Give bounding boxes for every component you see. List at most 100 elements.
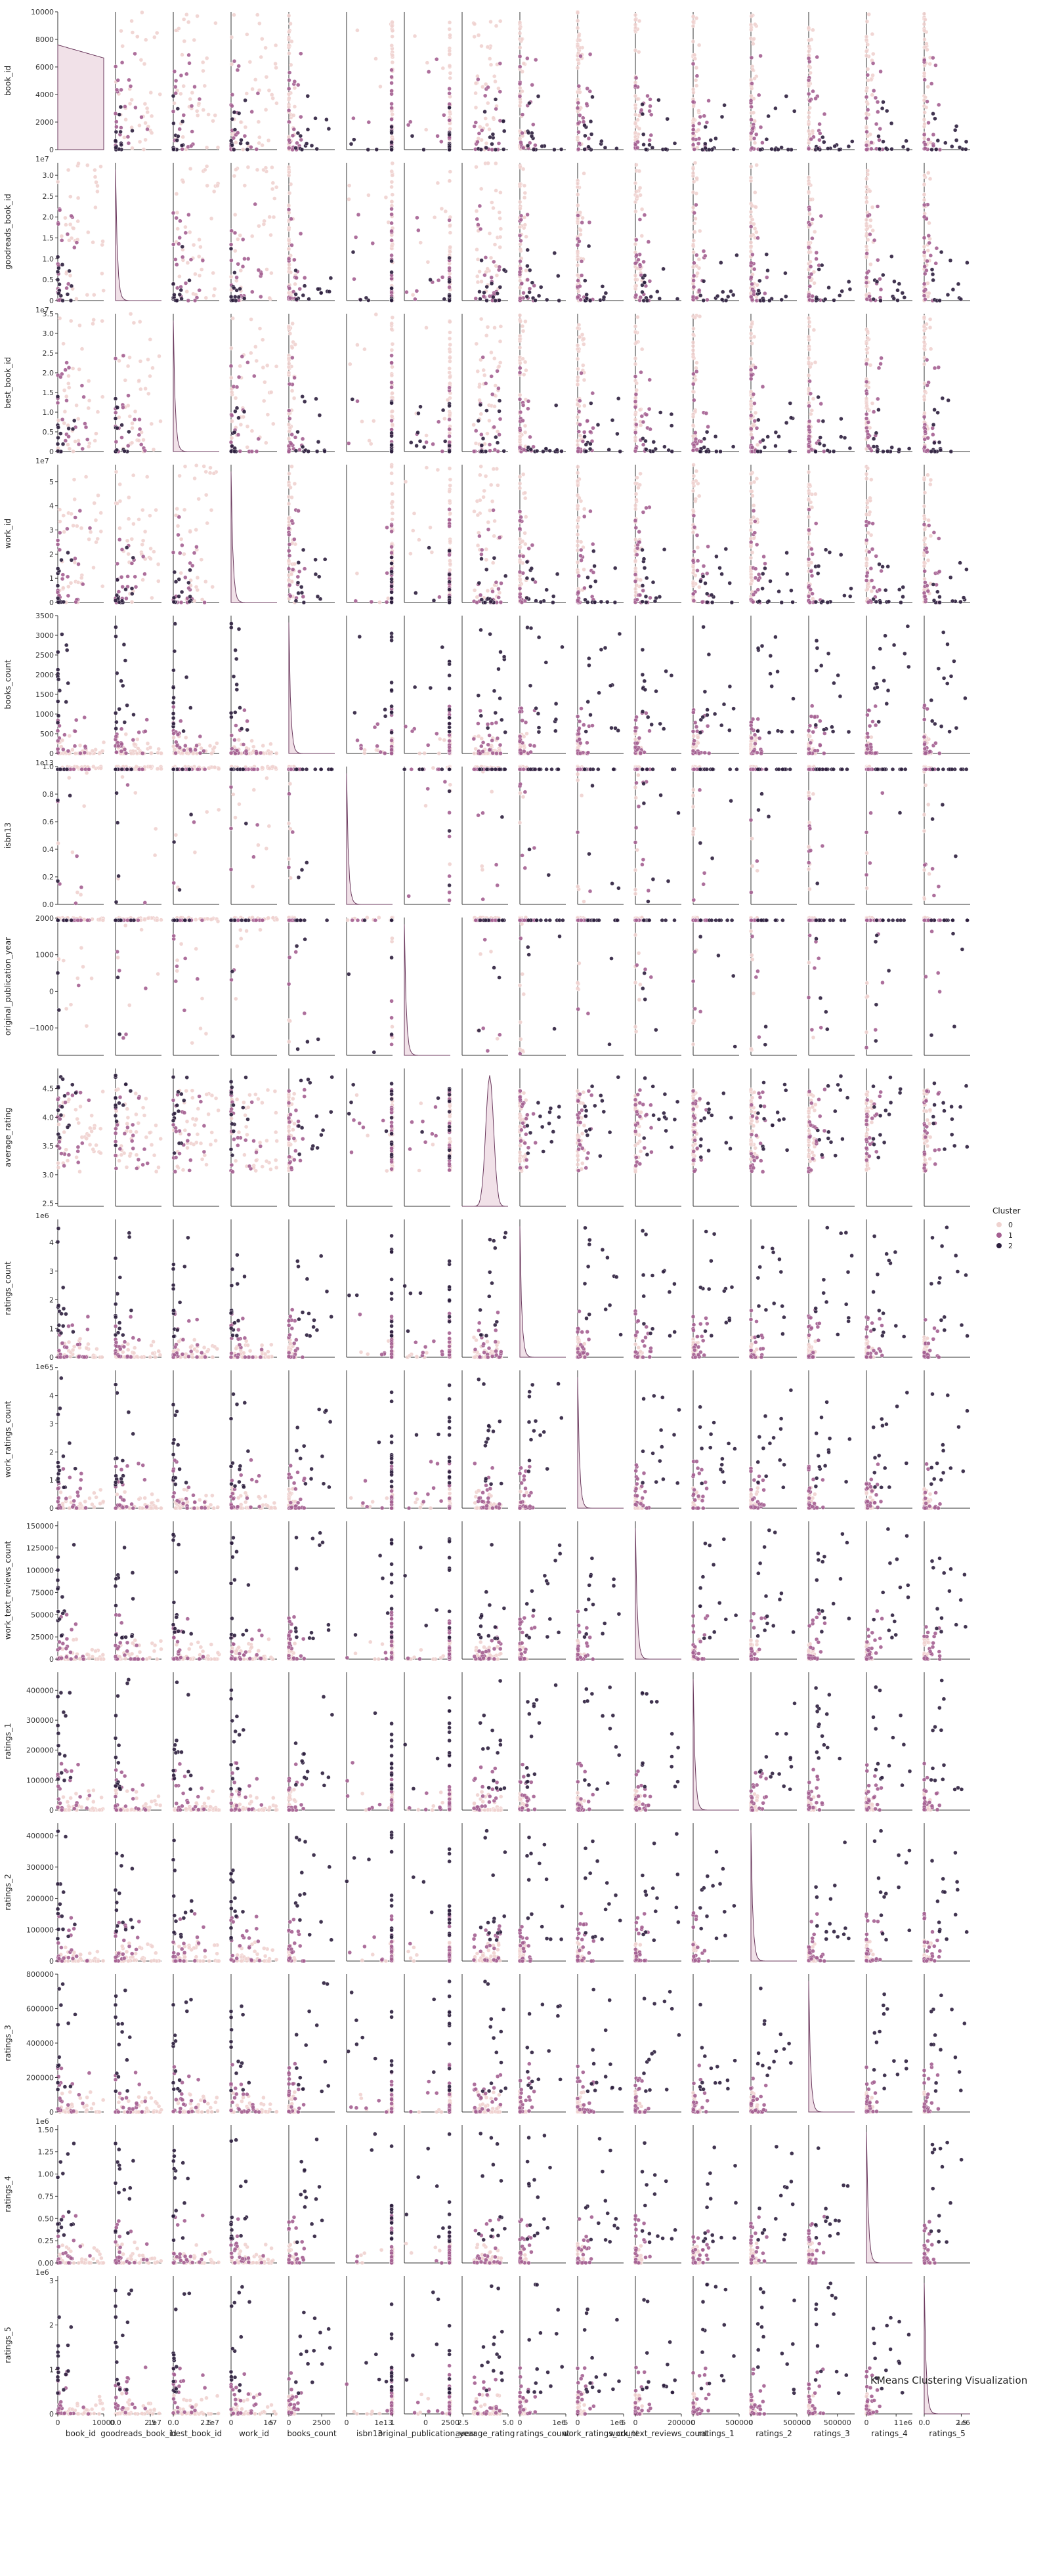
data-point-cluster-1 <box>696 121 702 126</box>
data-point-cluster-1 <box>172 69 177 74</box>
data-point-cluster-0 <box>754 163 759 167</box>
data-point-cluster-0 <box>122 135 127 140</box>
subplot-book_id-vs-work_text_reviews_count <box>633 12 681 152</box>
data-point-cluster-1 <box>202 749 206 753</box>
data-point-cluster-1 <box>180 147 184 152</box>
data-point-cluster-2 <box>640 102 645 107</box>
data-point-cluster-0 <box>523 496 528 501</box>
data-point-cluster-0 <box>79 576 84 580</box>
data-point-cluster-2 <box>931 582 936 587</box>
data-point-cluster-0 <box>868 218 873 222</box>
data-point-cluster-0 <box>390 60 395 65</box>
data-point-cluster-1 <box>864 297 870 302</box>
data-point-cluster-0 <box>238 422 244 427</box>
data-point-cluster-1 <box>691 142 696 147</box>
data-point-cluster-0 <box>114 469 119 475</box>
subplot-best_book_id-vs-goodreads_book_id <box>113 312 163 454</box>
data-point-cluster-2 <box>533 298 538 303</box>
data-point-cluster-2 <box>431 598 437 603</box>
data-point-cluster-1 <box>517 270 522 274</box>
data-point-cluster-1 <box>55 728 60 733</box>
data-point-cluster-0 <box>497 590 502 595</box>
data-point-cluster-2 <box>615 431 620 436</box>
data-point-cluster-0 <box>864 556 869 561</box>
data-point-cluster-2 <box>876 408 881 412</box>
data-point-cluster-2 <box>524 559 530 564</box>
data-point-cluster-2 <box>113 711 118 715</box>
data-point-cluster-0 <box>100 318 104 324</box>
data-point-cluster-0 <box>212 745 217 750</box>
data-point-cluster-0 <box>286 516 291 521</box>
data-point-cluster-1 <box>807 284 813 289</box>
data-point-cluster-0 <box>390 391 395 396</box>
data-point-cluster-1 <box>180 543 184 548</box>
data-point-cluster-2 <box>704 449 709 454</box>
data-point-cluster-0 <box>807 106 812 110</box>
data-point-cluster-0 <box>633 94 638 98</box>
data-point-cluster-0 <box>637 49 641 54</box>
data-point-cluster-0 <box>249 317 253 322</box>
data-point-cluster-0 <box>390 505 395 509</box>
data-point-cluster-0 <box>229 62 234 67</box>
data-point-cluster-2 <box>672 141 677 146</box>
data-point-cluster-1 <box>83 425 89 430</box>
data-point-cluster-1 <box>234 723 238 728</box>
data-point-cluster-1 <box>287 86 291 91</box>
data-point-cluster-0 <box>928 177 933 181</box>
data-point-cluster-0 <box>196 497 201 501</box>
data-point-cluster-2 <box>731 444 736 449</box>
data-point-cluster-1 <box>290 355 295 360</box>
data-point-cluster-2 <box>779 297 784 302</box>
data-point-cluster-0 <box>923 17 928 22</box>
data-point-cluster-1 <box>749 295 754 299</box>
data-point-cluster-0 <box>131 522 136 526</box>
data-point-cluster-1 <box>756 236 760 240</box>
data-point-cluster-2 <box>177 594 181 599</box>
data-point-cluster-2 <box>119 679 123 683</box>
data-point-cluster-2 <box>556 274 561 278</box>
data-point-cluster-2 <box>490 132 496 137</box>
data-point-cluster-2 <box>479 449 484 454</box>
data-point-cluster-1 <box>174 215 179 221</box>
data-point-cluster-2 <box>768 579 773 583</box>
data-point-cluster-0 <box>101 288 106 293</box>
data-point-cluster-1 <box>173 751 178 755</box>
data-point-cluster-2 <box>643 273 647 278</box>
data-point-cluster-2 <box>875 449 880 454</box>
data-point-cluster-0 <box>228 274 234 279</box>
data-point-cluster-0 <box>633 48 638 53</box>
data-point-cluster-0 <box>149 751 154 755</box>
data-point-cluster-1 <box>254 751 259 756</box>
data-point-cluster-1 <box>137 417 142 422</box>
data-point-cluster-1 <box>184 72 189 77</box>
data-point-cluster-0 <box>479 43 484 49</box>
data-point-cluster-1 <box>447 266 452 270</box>
data-point-cluster-1 <box>641 419 646 425</box>
data-point-cluster-0 <box>289 495 294 500</box>
data-point-cluster-1 <box>748 368 754 372</box>
y-axis-exponent: 1e7 <box>35 306 49 314</box>
data-point-cluster-0 <box>633 17 638 22</box>
data-point-cluster-2 <box>61 599 66 604</box>
data-point-cluster-1 <box>806 146 811 152</box>
data-point-cluster-1 <box>642 213 647 217</box>
data-point-cluster-2 <box>603 291 608 295</box>
data-point-cluster-0 <box>575 356 580 362</box>
data-point-cluster-1 <box>144 717 149 722</box>
data-point-cluster-1 <box>133 585 139 589</box>
data-point-cluster-0 <box>146 357 150 362</box>
subplot-book_id-vs-average_rating <box>461 12 508 152</box>
data-point-cluster-0 <box>145 110 150 115</box>
data-point-cluster-2 <box>530 280 535 285</box>
data-point-cluster-2 <box>878 298 883 303</box>
data-point-cluster-2 <box>756 288 761 293</box>
data-point-cluster-1 <box>691 295 696 300</box>
data-point-cluster-0 <box>288 331 293 336</box>
data-point-cluster-1 <box>389 81 394 85</box>
data-point-cluster-2 <box>840 289 844 293</box>
data-point-cluster-0 <box>77 323 82 328</box>
data-point-cluster-0 <box>205 56 209 60</box>
data-point-cluster-2 <box>589 401 593 406</box>
data-point-cluster-1 <box>287 119 291 125</box>
data-point-cluster-1 <box>925 448 930 453</box>
